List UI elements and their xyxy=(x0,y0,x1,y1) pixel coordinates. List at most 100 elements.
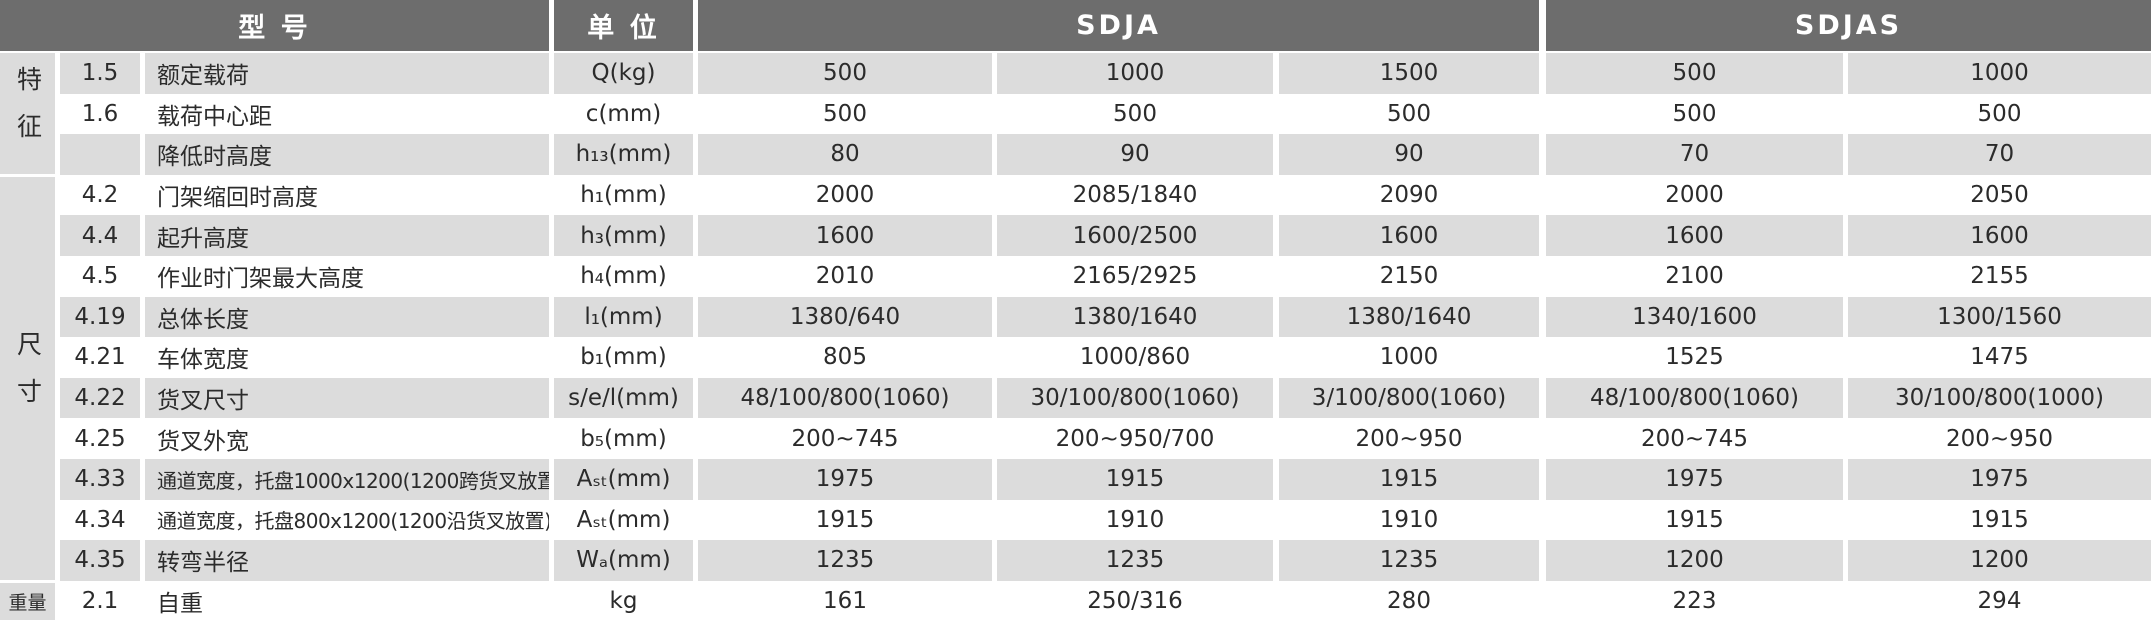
row-value: 1235 xyxy=(997,540,1273,581)
row-value: 1910 xyxy=(1379,506,1439,533)
row-value: 1975 xyxy=(1848,459,2151,500)
row-unit: kg xyxy=(609,588,638,615)
row-value: 500 xyxy=(1113,100,1157,127)
row-value: 200~950/700 xyxy=(1055,425,1215,452)
row-value: 48/100/800(1060) xyxy=(1546,377,1843,419)
row-value: 2000 xyxy=(815,182,875,209)
row-value: 2010 xyxy=(815,263,875,290)
row-name: 转弯半径 xyxy=(145,540,549,581)
row-value: 1600 xyxy=(1546,215,1843,256)
row-unit: h₁(mm) xyxy=(580,182,667,209)
row-code: 2.1 xyxy=(81,588,119,615)
row-value: 1525 xyxy=(1665,344,1724,371)
row-code: 4.4 xyxy=(60,215,140,256)
row-value: 1235 xyxy=(1279,540,1539,581)
row-value: 280 xyxy=(1387,588,1431,615)
row-value: 2085/1840 xyxy=(1072,182,1198,209)
row-value: 90 xyxy=(997,134,1273,175)
header-group: SDJAS xyxy=(1546,0,2151,51)
row-value: 294 xyxy=(1977,588,2022,615)
section-label: 特征 xyxy=(0,53,55,174)
row-value: 1000/860 xyxy=(1079,344,1191,371)
row-value: 90 xyxy=(1279,134,1539,175)
row-unit: Aₛₜ(mm) xyxy=(554,459,693,500)
row-value: 805 xyxy=(823,344,867,371)
row-value: 30/100/800(1000) xyxy=(1848,377,2151,419)
row-value: 1000 xyxy=(1848,53,2151,94)
row-value: 1975 xyxy=(698,459,992,500)
row-value: 500 xyxy=(1546,53,1843,94)
row-unit: h₄(mm) xyxy=(580,263,667,290)
row-value: 200~745 xyxy=(1640,425,1749,452)
row-value: 1975 xyxy=(1546,459,1843,500)
row-code: 1.6 xyxy=(81,100,119,127)
row-unit: h₃(mm) xyxy=(554,215,693,256)
row-value: 250/316 xyxy=(1087,588,1183,615)
row-value: 80 xyxy=(698,134,992,175)
row-value: 1380/1640 xyxy=(997,296,1273,338)
row-unit: l₁(mm) xyxy=(554,296,693,338)
header-group: SDJA xyxy=(698,0,1539,51)
row-unit: Wₐ(mm) xyxy=(554,540,693,581)
row-unit: Aₛₜ(mm) xyxy=(576,506,671,533)
row-value: 1915 xyxy=(997,459,1273,500)
row-name: 自重 xyxy=(157,591,203,618)
row-name: 通道宽度，托盘1000x1200(1200跨货叉放置) xyxy=(145,459,549,500)
row-name: 额定载荷 xyxy=(145,53,549,94)
row-value: 1915 xyxy=(815,506,875,533)
row-code: 4.21 xyxy=(74,344,126,371)
row-value: 1000 xyxy=(997,53,1273,94)
row-value: 500 xyxy=(823,100,867,127)
row-value: 70 xyxy=(1546,134,1843,175)
row-value: 1340/1600 xyxy=(1546,296,1843,338)
row-name: 货叉尺寸 xyxy=(145,377,549,419)
row-value: 1235 xyxy=(698,540,992,581)
row-value: 1380/640 xyxy=(698,296,992,338)
row-code: 4.5 xyxy=(81,263,119,290)
row-unit: b₅(mm) xyxy=(580,425,667,452)
row-code: 4.34 xyxy=(74,506,126,533)
row-value: 1600 xyxy=(1848,215,2151,256)
row-unit: h₁₃(mm) xyxy=(554,134,693,175)
row-value: 1910 xyxy=(1105,506,1165,533)
row-value: 200~950 xyxy=(1945,425,2054,452)
row-code xyxy=(60,134,140,175)
row-name: 车体宽度 xyxy=(157,347,249,374)
row-value: 30/100/800(1060) xyxy=(997,377,1273,419)
row-name: 总体长度 xyxy=(145,296,549,338)
row-value: 2000 xyxy=(1665,182,1724,209)
row-value: 200~950 xyxy=(1355,425,1463,452)
row-value: 500 xyxy=(1977,100,2022,127)
row-value: 161 xyxy=(823,588,867,615)
row-unit: c(mm) xyxy=(585,100,662,127)
row-code: 4.19 xyxy=(60,296,140,338)
row-unit: s/e/l(mm) xyxy=(554,377,693,419)
row-name: 载荷中心距 xyxy=(157,103,272,130)
row-value: 2050 xyxy=(1970,182,2029,209)
row-value: 1915 xyxy=(1970,506,2029,533)
row-code: 4.33 xyxy=(60,459,140,500)
row-name: 降低时高度 xyxy=(145,134,549,175)
row-value: 2155 xyxy=(1970,263,2029,290)
row-name: 门架缩回时高度 xyxy=(157,185,318,212)
row-value: 70 xyxy=(1848,134,2151,175)
row-value: 200~745 xyxy=(791,425,899,452)
row-value: 223 xyxy=(1672,588,1717,615)
section-label: 重量 xyxy=(0,582,55,621)
row-value: 2100 xyxy=(1665,263,1724,290)
row-code: 4.25 xyxy=(74,425,126,452)
row-value: 1600 xyxy=(1279,215,1539,256)
row-value: 500 xyxy=(698,53,992,94)
section-label: 尺寸 xyxy=(0,176,55,580)
row-value: 1200 xyxy=(1848,540,2151,581)
row-value: 1475 xyxy=(1970,344,2029,371)
header-model: 型 号 xyxy=(0,0,549,51)
row-value: 48/100/800(1060) xyxy=(698,377,992,419)
row-unit: Q(kg) xyxy=(554,53,693,94)
row-value: 2090 xyxy=(1379,182,1439,209)
row-code: 4.22 xyxy=(60,377,140,419)
row-code: 4.2 xyxy=(81,182,119,209)
row-unit: b₁(mm) xyxy=(580,344,667,371)
row-value: 1380/1640 xyxy=(1279,296,1539,338)
